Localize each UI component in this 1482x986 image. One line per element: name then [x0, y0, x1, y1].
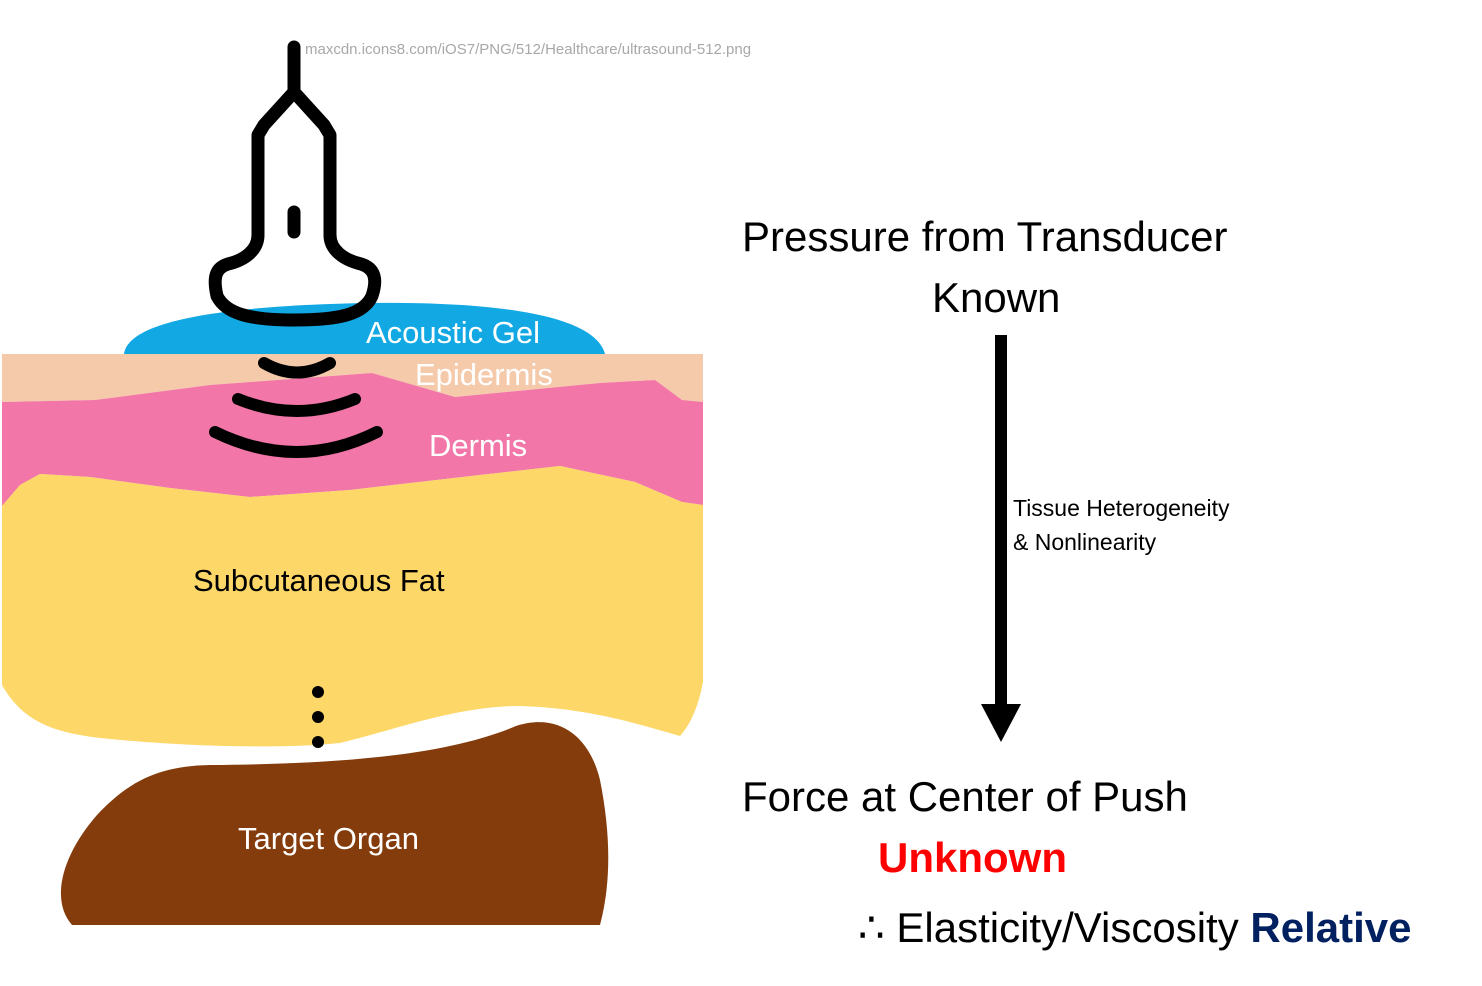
epidermis-label: Epidermis — [415, 357, 553, 392]
arrow-label-line2: & Nonlinearity — [1013, 529, 1157, 555]
epidermis-layer — [2, 354, 703, 402]
dermis-label: Dermis — [429, 428, 528, 463]
ellipsis-dot — [312, 736, 324, 748]
image-credit-text: maxcdn.icons8.com/iOS7/PNG/512/Healthcar… — [305, 41, 752, 58]
target-organ-shape — [60, 722, 609, 925]
pressure-status: Known — [932, 274, 1061, 321]
conclusion-text: ∴ Elasticity/Viscosity Relative — [858, 907, 1411, 949]
vertical-ellipsis-icon — [312, 686, 324, 748]
ultrasound-transducer-icon — [208, 40, 382, 327]
conclusion-emphasis: Relative — [1250, 904, 1412, 951]
subcutaneous-fat-layer — [2, 466, 703, 747]
down-arrow-icon — [981, 335, 1021, 742]
force-title: Force at Center of Push — [742, 773, 1188, 820]
ellipsis-dot — [312, 686, 324, 698]
acoustic-gel-label: Acoustic Gel — [366, 315, 541, 350]
target-organ-label: Target Organ — [238, 821, 419, 856]
ultrasound-wave-icon — [209, 357, 383, 458]
subcutaneous-fat-label: Subcutaneous Fat — [193, 563, 445, 598]
pressure-title: Pressure from Transducer — [742, 213, 1228, 260]
conclusion-prefix: ∴ Elasticity/Viscosity — [858, 904, 1251, 951]
force-status: Unknown — [878, 834, 1067, 881]
arrow-label-line1: Tissue Heterogeneity — [1013, 495, 1230, 521]
ellipsis-dot — [312, 711, 324, 723]
